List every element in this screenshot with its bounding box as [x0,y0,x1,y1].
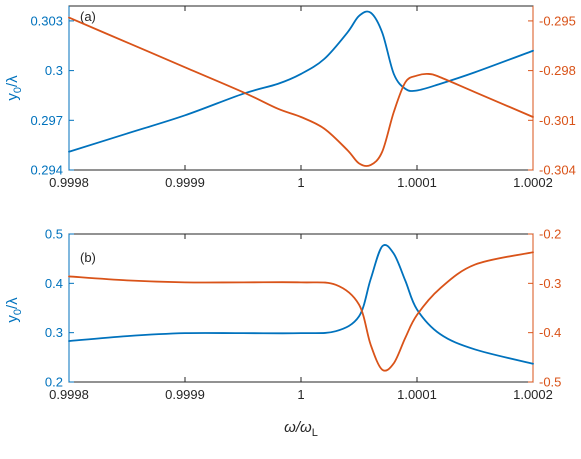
y-left-tick-label: 0.303 [30,13,63,28]
y-right-tick-label: -0.301 [539,113,576,128]
series-line-right [68,16,534,167]
x-tick-label: 1 [297,387,304,402]
y-right-tick-label: -0.304 [539,163,576,178]
y-left-tick-label: 0.5 [45,227,63,242]
x-tick-label: 0.9998 [49,387,89,402]
panel-b-x-label: ω/ωL [284,419,318,439]
x-tick-label: 0.9999 [165,175,205,190]
series-line-left [68,243,534,365]
x-tick-label: 1.0002 [513,175,553,190]
series-line-left [68,10,534,153]
x-tick-label: 1.0001 [397,175,437,190]
panel-b-marks: 0.9998 0.9999 1 1.0001 1.0002 0.2 0.3 0.4 0.5 -0.… [45,227,561,403]
y-left-tick-label: 0.294 [30,163,63,178]
y-right-tick-label: -0.295 [539,13,576,28]
series-line-right [68,251,534,372]
panel-b: (b) 0.9998 0.9999 1 1.0001 1.00020.20.30.40.… [4,227,561,440]
panel-a-label: (a) [80,9,96,24]
y-right-tick-label: -0.3 [539,276,561,291]
y-right-tick-label: -0.5 [539,375,561,390]
x-tick-label: 0.9999 [165,387,205,402]
y-left-tick-label: 0.4 [45,276,63,291]
y-left-tick-label: 0.3 [45,63,63,78]
x-tick-label: 1.0002 [513,387,553,402]
y-left-tick-label: 0.2 [45,375,63,390]
y-left-tick-label: 0.297 [30,113,63,128]
x-tick-label: 1.0001 [397,387,437,402]
y-right-tick-label: -0.298 [539,63,576,78]
panel-a-marks: 0.9998 0.9999 1 1.0001 1.0002 0.294 0.297 0.3 0.… [30,6,576,190]
y-right-tick-label: -0.4 [539,325,561,340]
panel-a: (a) 0.9998 0.9999 1 1.0001 1.00020.2940.2970… [4,5,576,190]
y-left-tick-label: 0.3 [45,325,63,340]
x-tick-label: 0.9998 [49,175,89,190]
panel-b-y-left-label: y0/λ [4,297,24,323]
y-right-tick-label: -0.2 [539,227,561,242]
panel-a-y-left-label: y0/λ [4,75,24,101]
panel-b-label: (b) [80,250,96,265]
x-tick-label: 1 [297,175,304,190]
